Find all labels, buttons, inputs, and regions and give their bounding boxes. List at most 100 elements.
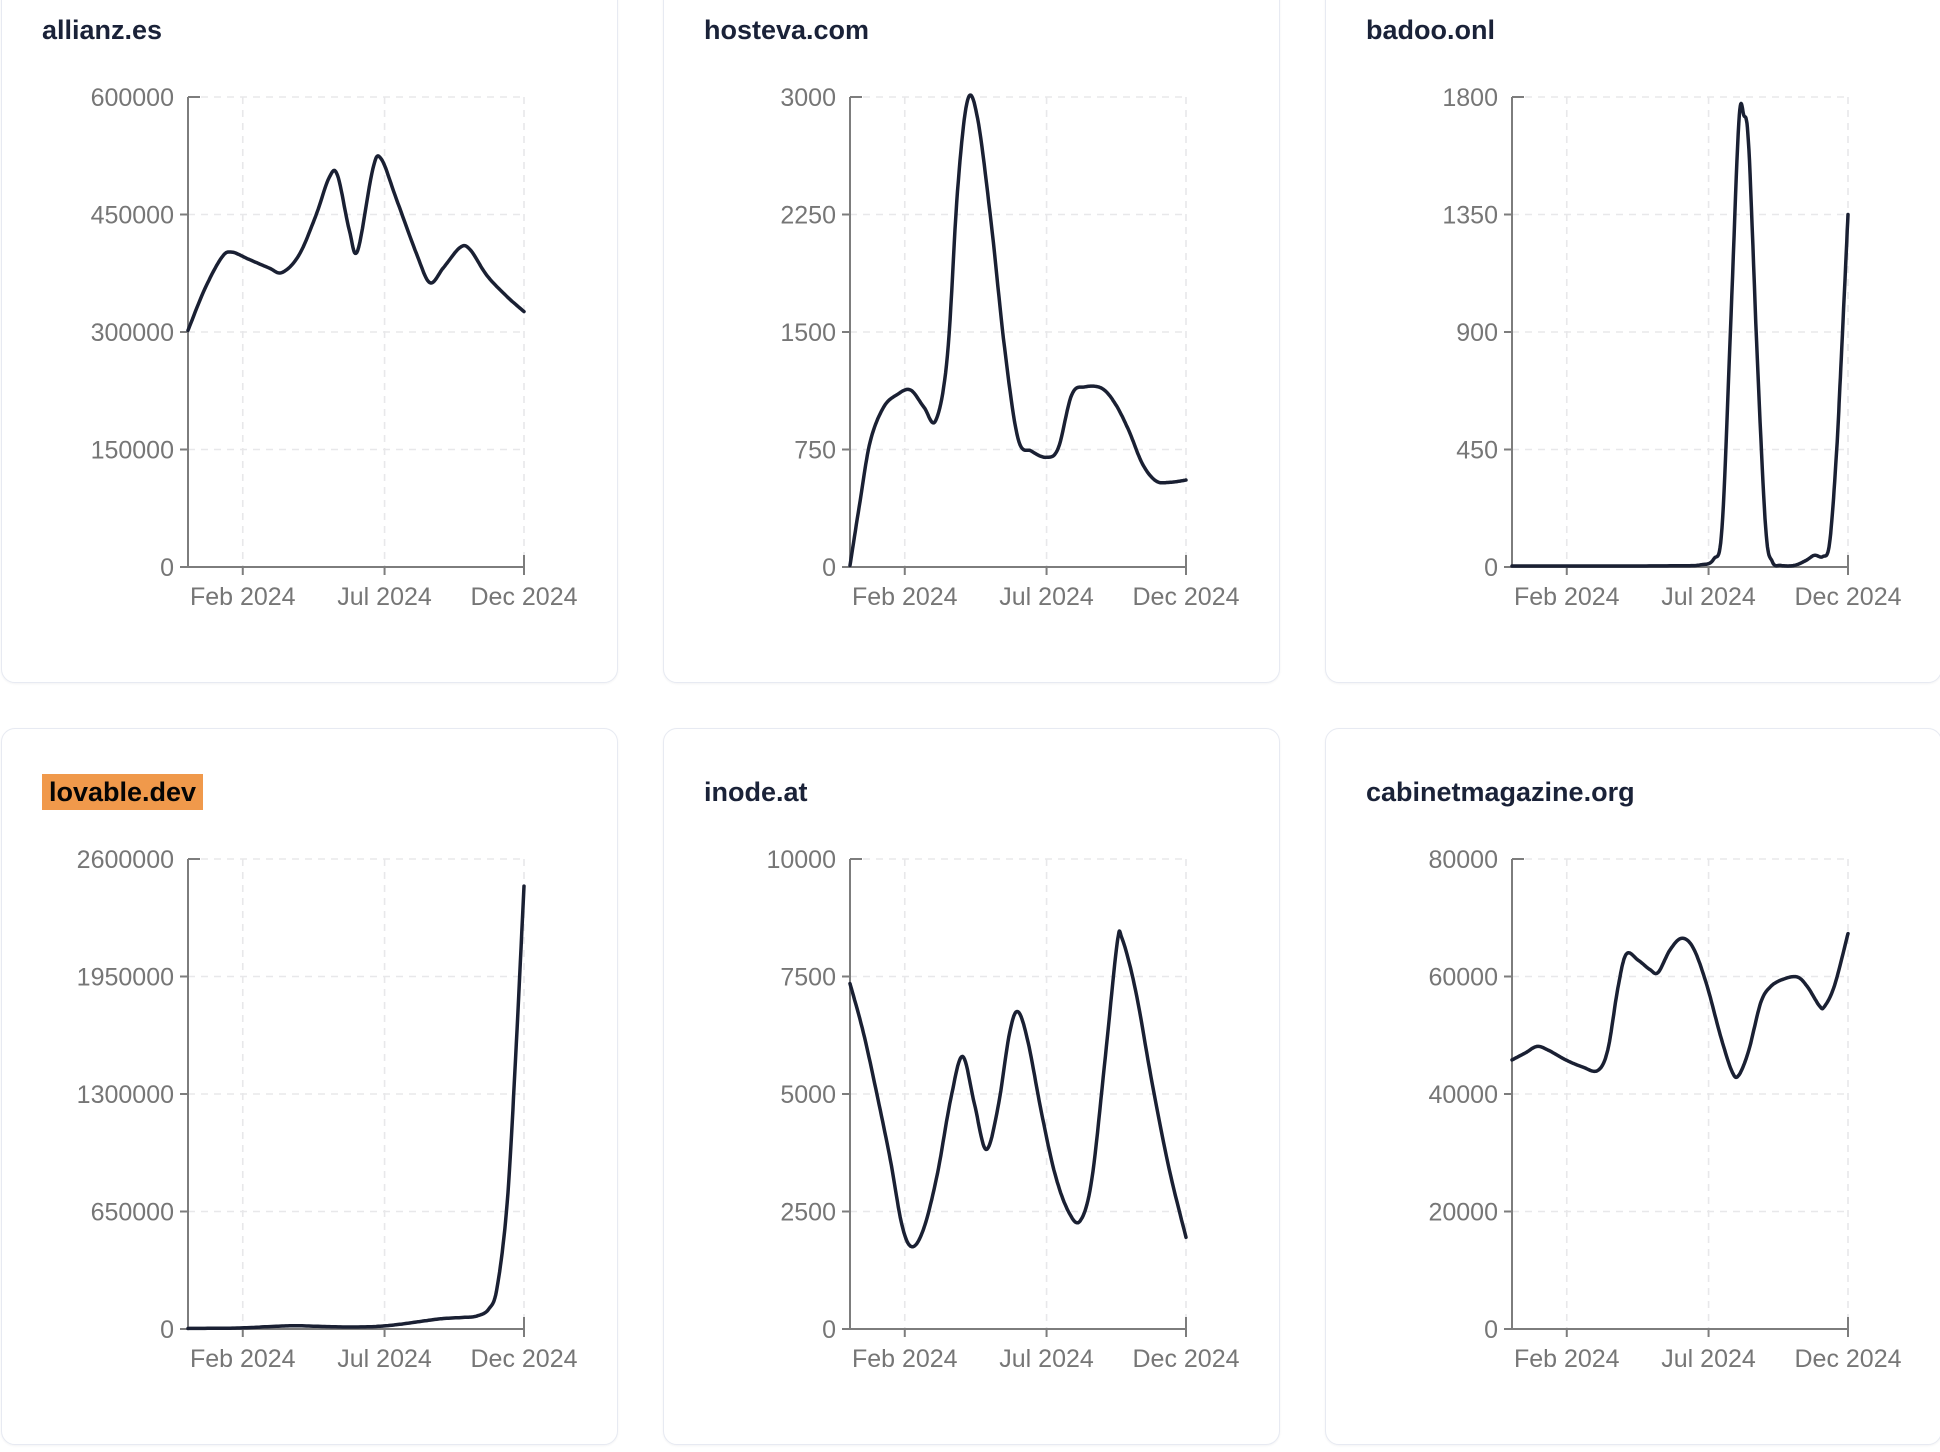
x-tick-label: Feb 2024 xyxy=(852,583,958,611)
y-tick-label: 80000 xyxy=(1428,846,1498,874)
y-tick-label: 2600000 xyxy=(77,846,174,874)
axis-ticks xyxy=(180,975,525,1337)
x-tick-label: Dec 2024 xyxy=(1794,583,1901,611)
gridlines xyxy=(188,858,525,1329)
y-tick-label: 0 xyxy=(1484,1316,1498,1344)
y-tick-label: 300000 xyxy=(91,319,174,347)
y-tick-label: 3000 xyxy=(780,84,836,112)
axes xyxy=(187,858,525,1330)
axis-lines xyxy=(187,97,524,568)
gridlines xyxy=(1512,858,1849,1329)
x-tick-label: Dec 2024 xyxy=(1132,583,1239,611)
domain-chart-card: allianz.es 0 150000 300000 450000 600000 Feb 2… xyxy=(1,0,618,683)
series-line xyxy=(848,93,1188,568)
y-tick-label: 600000 xyxy=(91,84,174,112)
chart-title: inode.at xyxy=(704,777,808,813)
x-tick-label: Jul 2024 xyxy=(999,1345,1094,1373)
y-tick-label: 10000 xyxy=(766,846,836,874)
y-tick-label: 40000 xyxy=(1428,1081,1498,1109)
line-chart: 0 150000 300000 450000 600000 Feb 2024 Jul 202… xyxy=(91,84,578,611)
series-line xyxy=(848,929,1188,1249)
y-tick-label: 450000 xyxy=(91,202,174,230)
axis-ticks xyxy=(842,975,1187,1337)
axis-ticks xyxy=(1504,213,1849,575)
y-tick-label: 1950000 xyxy=(77,964,174,992)
y-tick-label: 2250 xyxy=(780,202,836,230)
axes xyxy=(187,96,525,568)
y-tick-label: 0 xyxy=(1484,554,1498,582)
x-tick-label: Jul 2024 xyxy=(1661,1345,1756,1373)
chart-title: lovable.dev xyxy=(42,774,204,813)
gridlines xyxy=(850,858,1187,1329)
x-tick-label: Feb 2024 xyxy=(852,1345,958,1373)
x-tick-label: Jul 2024 xyxy=(999,583,1094,611)
chart-title: badoo.onl xyxy=(1366,15,1495,51)
y-tick-label: 0 xyxy=(822,554,836,582)
y-tick-label: 0 xyxy=(160,1316,174,1344)
domain-chart-card: hosteva.com 0 750 1500 2250 3000 Feb 2024 Jul 2… xyxy=(663,0,1280,683)
line-chart: 0 750 1500 2250 3000 Feb 2024 Jul 2024 Dec 2024 xyxy=(780,84,1239,611)
domain-chart-card: lovable.dev 0 650000 1300000 1950000 2600000 F… xyxy=(1,728,618,1445)
series-line xyxy=(186,154,526,333)
line-chart: 0 20000 40000 60000 80000 Feb 2024 Jul 2024 Dec… xyxy=(1428,846,1901,1373)
y-tick-label: 650000 xyxy=(91,1199,174,1227)
y-tick-label: 60000 xyxy=(1428,964,1498,992)
chart-title-text: inode.at xyxy=(704,777,808,807)
axis-lines xyxy=(849,97,1186,568)
x-tick-label: Dec 2024 xyxy=(470,1345,577,1373)
chart-title-text-highlighted: lovable.dev xyxy=(42,774,204,810)
axes xyxy=(1511,858,1849,1330)
y-tick-label: 900 xyxy=(1456,319,1498,347)
x-tick-label: Feb 2024 xyxy=(190,1345,296,1373)
axis-ticks xyxy=(1504,975,1849,1337)
axis-lines xyxy=(1511,859,1848,1330)
domain-chart-card: badoo.onl 0 450 900 1350 1800 Feb 2024 Jul 2024… xyxy=(1325,0,1940,683)
y-tick-label: 450 xyxy=(1456,437,1498,465)
chart-title: cabinetmagazine.org xyxy=(1366,777,1635,813)
line-chart: 0 2500 5000 7500 10000 Feb 2024 Jul 2024 Dec 20… xyxy=(766,846,1239,1373)
x-tick-label: Feb 2024 xyxy=(1514,583,1620,611)
domain-chart-card: cabinetmagazine.org 0 20000 40000 60000 80000… xyxy=(1325,728,1940,1445)
y-tick-label: 7500 xyxy=(780,964,836,992)
chart-title: allianz.es xyxy=(42,15,162,51)
y-tick-label: 750 xyxy=(794,437,836,465)
chart-title-text: hosteva.com xyxy=(704,15,870,45)
line-chart: 0 450 900 1350 1800 Feb 2024 Jul 2024 Dec 2024 xyxy=(1442,84,1901,611)
chart-title-text: badoo.onl xyxy=(1366,15,1495,45)
x-tick-label: Feb 2024 xyxy=(1514,1345,1620,1373)
axis-lines xyxy=(187,859,524,1330)
series-line xyxy=(1510,931,1850,1080)
y-tick-label: 1500 xyxy=(780,319,836,347)
y-tick-label: 1350 xyxy=(1442,202,1498,230)
series-line xyxy=(186,884,526,1331)
axis-ticks xyxy=(842,213,1187,575)
x-tick-label: Dec 2024 xyxy=(470,583,577,611)
axes xyxy=(1511,96,1849,568)
axis-lines xyxy=(849,859,1186,1330)
axis-ticks xyxy=(180,213,525,575)
line-chart: 0 650000 1300000 1950000 2600000 Feb 2024 Jul … xyxy=(77,846,578,1373)
axes xyxy=(849,858,1187,1330)
chart-title-text: cabinetmagazine.org xyxy=(1366,777,1635,807)
x-tick-label: Dec 2024 xyxy=(1794,1345,1901,1373)
chart-title: hosteva.com xyxy=(704,15,869,51)
domain-chart-card: inode.at 0 2500 5000 7500 10000 Feb 2024 Jul 20… xyxy=(663,728,1280,1445)
gridlines xyxy=(850,96,1187,567)
y-tick-label: 20000 xyxy=(1428,1199,1498,1227)
axes xyxy=(849,96,1187,568)
axis-lines xyxy=(1511,97,1848,568)
y-tick-label: 2500 xyxy=(780,1199,836,1227)
x-tick-label: Jul 2024 xyxy=(337,583,432,611)
gridlines xyxy=(1512,96,1849,567)
y-tick-label: 150000 xyxy=(91,437,174,465)
chart-title-text: allianz.es xyxy=(42,15,163,45)
x-tick-label: Feb 2024 xyxy=(190,583,296,611)
x-tick-label: Dec 2024 xyxy=(1132,1345,1239,1373)
y-tick-label: 5000 xyxy=(780,1081,836,1109)
y-tick-label: 0 xyxy=(822,1316,836,1344)
series-line xyxy=(1510,101,1850,568)
y-tick-label: 1800 xyxy=(1442,84,1498,112)
y-tick-label: 1300000 xyxy=(77,1081,174,1109)
